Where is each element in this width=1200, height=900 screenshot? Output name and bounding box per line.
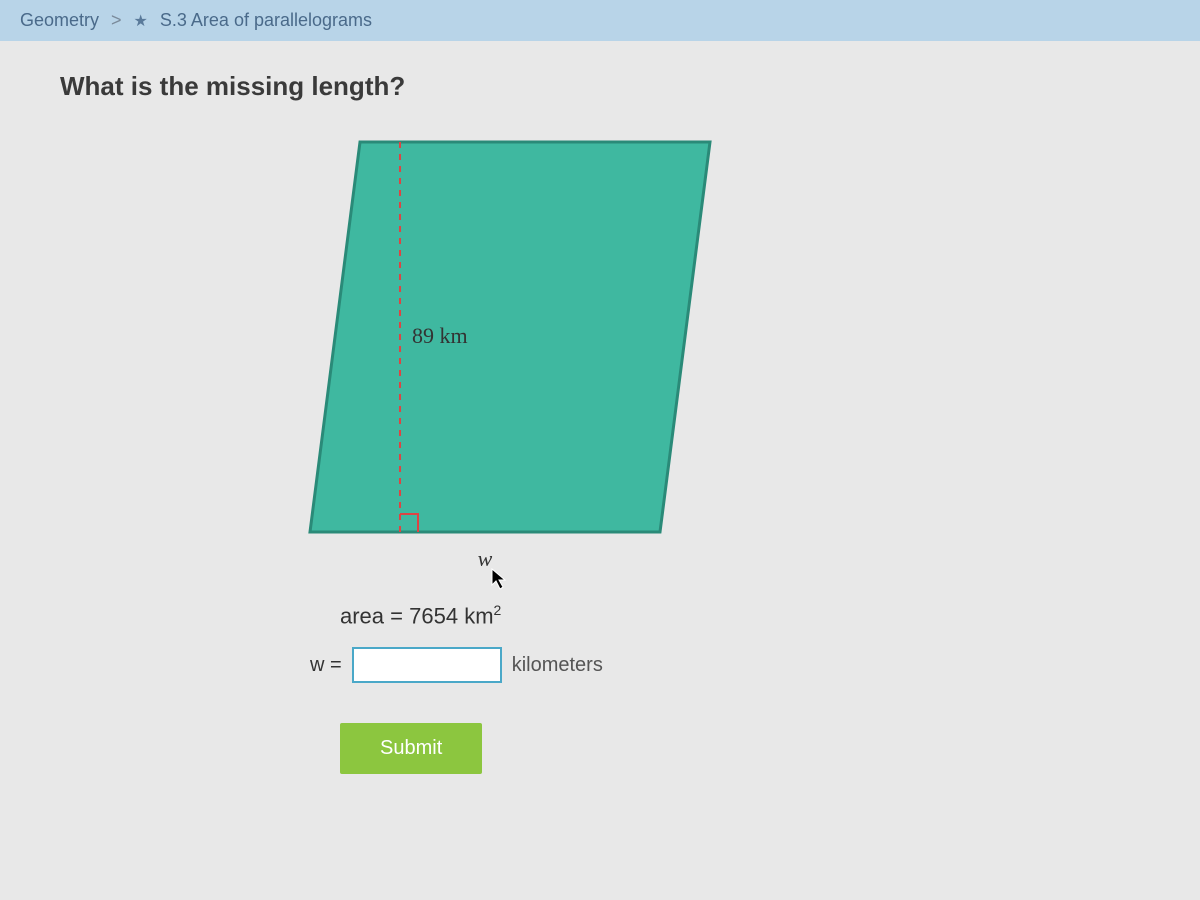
content-area: What is the missing length? 89 kmw area … <box>0 41 1200 804</box>
area-unit: km <box>464 603 493 628</box>
cursor-icon <box>490 567 510 591</box>
svg-text:89 km: 89 km <box>412 323 468 348</box>
area-value: 7654 <box>409 603 458 628</box>
submit-button[interactable]: Submit <box>340 723 482 774</box>
area-equation: area = 7654 km2 <box>340 602 1140 629</box>
answer-row: w = kilometers <box>310 647 1140 683</box>
breadcrumb-lesson[interactable]: S.3 Area of parallelograms <box>160 10 372 31</box>
star-icon: ★ <box>134 11 148 31</box>
area-prefix: area = <box>340 603 409 628</box>
parallelogram-svg: 89 kmw <box>240 122 800 582</box>
answer-var-label: w = <box>310 654 342 677</box>
question-text: What is the missing length? <box>60 71 1140 102</box>
breadcrumb-subject[interactable]: Geometry <box>20 10 99 31</box>
answer-unit-suffix: kilometers <box>512 654 603 677</box>
breadcrumb: Geometry > ★ S.3 Area of parallelograms <box>0 0 1200 41</box>
breadcrumb-separator: > <box>111 10 122 31</box>
area-exponent: 2 <box>494 602 502 618</box>
figure: 89 kmw <box>240 122 800 582</box>
answer-input[interactable] <box>352 647 502 683</box>
